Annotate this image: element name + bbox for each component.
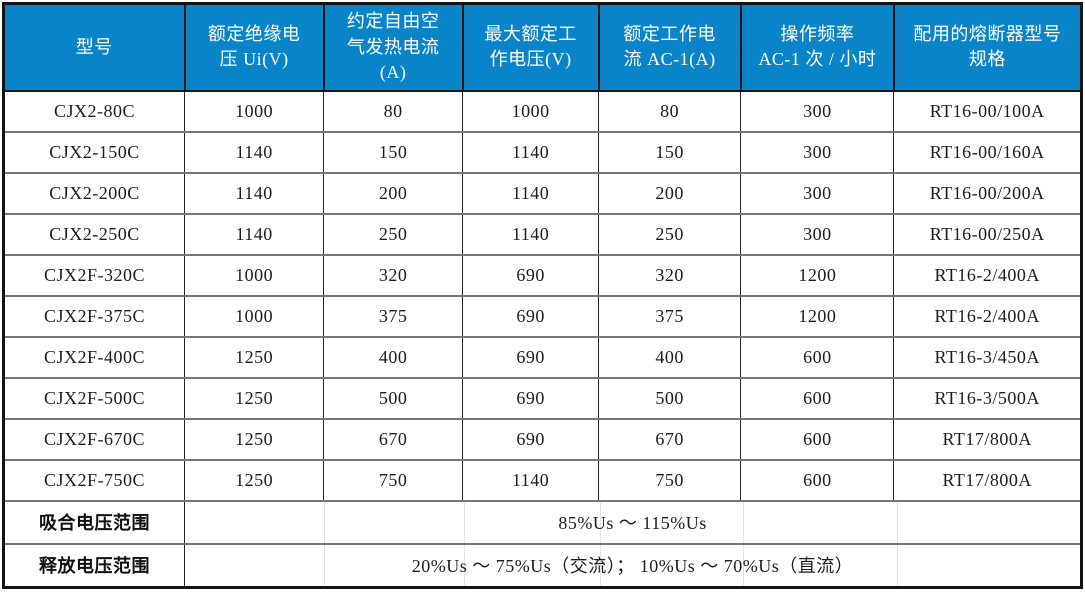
cell-model: CJX2F-750C (2, 458, 186, 502)
cell-max-working-voltage: 1140 (462, 130, 600, 174)
release-voltage-label: 释放电压范围 (2, 542, 186, 589)
cell-fuse-spec: RT17/800A (893, 458, 1082, 502)
table-row: CJX2-200C 1140 200 1140 200 300 RT16-00/200A (2, 171, 1082, 215)
cell-operating-frequency: 600 (740, 376, 895, 420)
cell-fuse-spec: RT16-00/200A (893, 171, 1082, 215)
cell-operating-frequency: 300 (740, 130, 895, 174)
cell-fuse-spec: RT17/800A (893, 417, 1082, 461)
cell-model: CJX2F-375C (2, 294, 186, 338)
cell-max-working-voltage: 690 (462, 294, 600, 338)
cell-insulation-voltage: 1250 (184, 376, 325, 420)
cell-operating-frequency: 1200 (740, 253, 895, 297)
cell-working-current: 500 (598, 376, 742, 420)
cell-insulation-voltage: 1250 (184, 458, 325, 502)
cell-thermal-current: 750 (323, 458, 464, 502)
cell-thermal-current: 200 (323, 171, 464, 215)
cell-working-current: 80 (598, 89, 742, 133)
cell-working-current: 200 (598, 171, 742, 215)
cell-model: CJX2F-670C (2, 417, 186, 461)
footer-row-pickup-voltage: 吸合电压范围 85%Us ～ 115%Us (2, 499, 1082, 545)
cell-operating-frequency: 600 (740, 335, 895, 379)
cell-model: CJX2F-320C (2, 253, 186, 297)
cell-max-working-voltage: 690 (462, 417, 600, 461)
cell-insulation-voltage: 1250 (184, 417, 325, 461)
table-row: CJX2F-670C 1250 670 690 670 600 RT17/800A (2, 417, 1082, 461)
cell-thermal-current: 250 (323, 212, 464, 256)
cell-fuse-spec: RT16-00/100A (893, 89, 1082, 133)
cell-insulation-voltage: 1000 (184, 294, 325, 338)
cell-operating-frequency: 600 (740, 458, 895, 502)
cell-working-current: 375 (598, 294, 742, 338)
cell-insulation-voltage: 1000 (184, 89, 325, 133)
cell-fuse-spec: RT16-3/450A (893, 335, 1082, 379)
table-body: CJX2-80C 1000 80 1000 80 300 RT16-00/100A CJX2-… (2, 89, 1082, 502)
cell-working-current: 400 (598, 335, 742, 379)
cell-thermal-current: 670 (323, 417, 464, 461)
cell-working-current: 750 (598, 458, 742, 502)
table-row: CJX2F-500C 1250 500 690 500 600 RT16-3/500A (2, 376, 1082, 420)
column-header-max-working-voltage: 最大额定工 作电压(V) (461, 2, 600, 92)
table-footer: 吸合电压范围 85%Us ～ 115%Us 释放电压范围 20%Us ～ 75%… (2, 499, 1082, 589)
cell-operating-frequency: 300 (740, 89, 895, 133)
cell-insulation-voltage: 1140 (184, 130, 325, 174)
pickup-voltage-value: 85%Us ～ 115%Us (184, 499, 1082, 545)
table-row: CJX2-80C 1000 80 1000 80 300 RT16-00/100A (2, 89, 1082, 133)
cell-thermal-current: 80 (323, 89, 464, 133)
cell-fuse-spec: RT16-2/400A (893, 253, 1082, 297)
spec-table: 型号 额定绝缘电 压 Ui(V) 约定自由空 气发热电流 (A) 最大额定工 作… (2, 2, 1083, 589)
cell-max-working-voltage: 690 (462, 253, 600, 297)
cell-model: CJX2F-400C (2, 335, 186, 379)
column-header-operating-frequency: 操作频率 AC-1 次 / 小时 (739, 2, 895, 92)
cell-insulation-voltage: 1250 (184, 335, 325, 379)
cell-max-working-voltage: 1140 (462, 458, 600, 502)
cell-model: CJX2F-500C (2, 376, 186, 420)
column-header-working-current: 额定工作电 流 AC-1(A) (597, 2, 742, 92)
cell-fuse-spec: RT16-3/500A (893, 376, 1082, 420)
cell-operating-frequency: 300 (740, 212, 895, 256)
table-row: CJX2F-750C 1250 750 1140 750 600 RT17/800A (2, 458, 1082, 502)
cell-insulation-voltage: 1140 (184, 171, 325, 215)
cell-thermal-current: 400 (323, 335, 464, 379)
table-row: CJX2F-375C 1000 375 690 375 1200 RT16-2/400A (2, 294, 1082, 338)
column-header-thermal-current: 约定自由空 气发热电流 (A) (322, 2, 464, 92)
table-row: CJX2F-320C 1000 320 690 320 1200 RT16-2/400A (2, 253, 1082, 297)
table-row: CJX2F-400C 1250 400 690 400 600 RT16-3/450A (2, 335, 1082, 379)
footer-row-release-voltage: 释放电压范围 20%Us ～ 75%Us（交流）； 10%Us ～ 70%Us（… (2, 542, 1082, 589)
table-row: CJX2-150C 1140 150 1140 150 300 RT16-00/160A (2, 130, 1082, 174)
cell-max-working-voltage: 1140 (462, 171, 600, 215)
cell-max-working-voltage: 1000 (462, 89, 600, 133)
cell-model: CJX2-80C (2, 89, 186, 133)
cell-thermal-current: 500 (323, 376, 464, 420)
cell-insulation-voltage: 1000 (184, 253, 325, 297)
cell-working-current: 150 (598, 130, 742, 174)
column-header-insulation-voltage: 额定绝缘电 压 Ui(V) (183, 2, 325, 92)
cell-working-current: 670 (598, 417, 742, 461)
cell-max-working-voltage: 690 (462, 335, 600, 379)
cell-model: CJX2-200C (2, 171, 186, 215)
column-header-model: 型号 (2, 2, 186, 92)
header-row: 型号 额定绝缘电 压 Ui(V) 约定自由空 气发热电流 (A) 最大额定工 作… (2, 2, 1083, 92)
cell-thermal-current: 320 (323, 253, 464, 297)
cell-max-working-voltage: 1140 (462, 212, 600, 256)
pickup-voltage-label: 吸合电压范围 (2, 499, 186, 545)
cell-model: CJX2-150C (2, 130, 186, 174)
cell-thermal-current: 375 (323, 294, 464, 338)
cell-max-working-voltage: 690 (462, 376, 600, 420)
table-row: CJX2-250C 1140 250 1140 250 300 RT16-00/250A (2, 212, 1082, 256)
cell-thermal-current: 150 (323, 130, 464, 174)
cell-working-current: 250 (598, 212, 742, 256)
cell-insulation-voltage: 1140 (184, 212, 325, 256)
cell-model: CJX2-250C (2, 212, 186, 256)
table-header: 型号 额定绝缘电 压 Ui(V) 约定自由空 气发热电流 (A) 最大额定工 作… (2, 2, 1083, 92)
cell-fuse-spec: RT16-00/250A (893, 212, 1082, 256)
cell-operating-frequency: 300 (740, 171, 895, 215)
release-voltage-value: 20%Us ～ 75%Us（交流）； 10%Us ～ 70%Us（直流） (184, 542, 1082, 589)
cell-operating-frequency: 600 (740, 417, 895, 461)
cell-fuse-spec: RT16-2/400A (893, 294, 1082, 338)
cell-working-current: 320 (598, 253, 742, 297)
cell-operating-frequency: 1200 (740, 294, 895, 338)
column-header-fuse-spec: 配用的熔断器型号 规格 (892, 2, 1083, 92)
cell-fuse-spec: RT16-00/160A (893, 130, 1082, 174)
